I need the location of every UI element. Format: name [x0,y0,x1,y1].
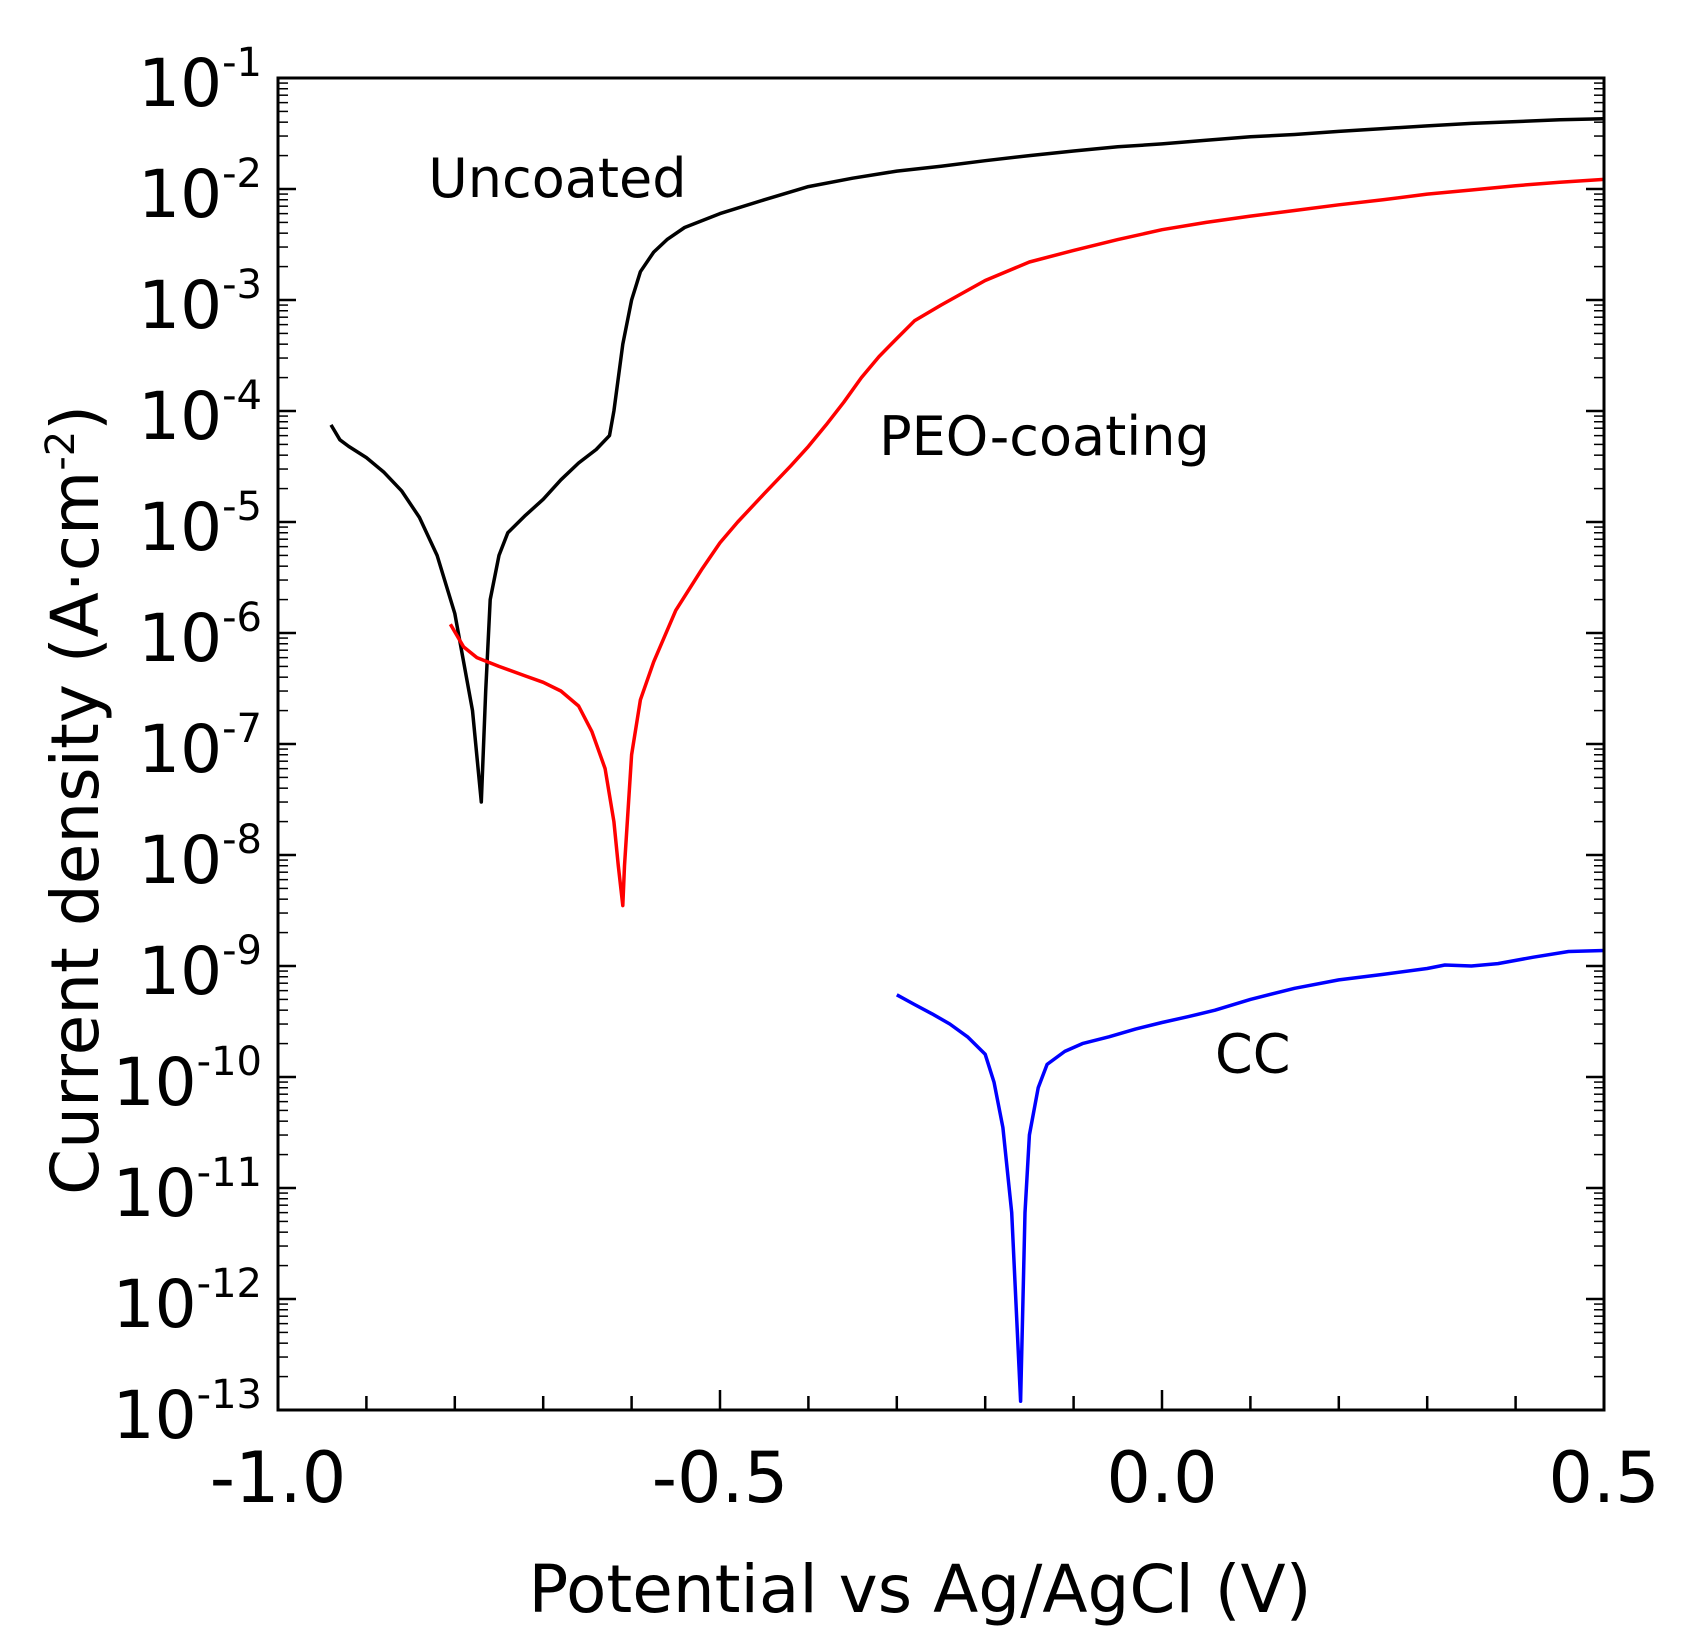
tick-labels: 10-1 10-2 10-3 10-4 10-5 10-6 10-7 10-8 10-9 10-1… [113,40,1660,1519]
series-layer [329,116,1605,1403]
y-tick-label: 10-11 [113,1150,262,1232]
series-line-cc [895,948,1605,1403]
series-label-uncoated: Uncoated [428,147,686,210]
series-line-uncoated [329,116,1605,804]
x-tick-label: 0.0 [1106,1437,1217,1519]
series-line-peo-coating [448,177,1605,908]
y-tick-label: 10-1 [138,40,262,122]
y-tick-label: 10-5 [138,484,262,566]
y-tick-label: 10-2 [138,151,262,233]
y-tick-label: 10-4 [138,373,262,455]
plot-frame [276,76,1606,1412]
x-tick-label: -0.5 [652,1437,789,1519]
y-axis-label: Current density (A·cm-2) [37,405,114,1195]
y-tick-label: 10-3 [138,262,262,344]
x-tick-label: 0.5 [1548,1437,1659,1519]
y-tick-label: 10-12 [113,1261,262,1343]
x-axis-label: Potential vs Ag/AgCl (V) [529,1551,1312,1628]
y-tick-label: 10-6 [138,595,262,677]
y-tick-label: 10-9 [138,928,262,1010]
y-tick-label: 10-13 [113,1372,262,1454]
x-tick-label: -1.0 [210,1437,347,1519]
y-tick-label: 10-10 [113,1039,262,1121]
series-label-cc: CC [1215,1022,1290,1085]
y-tick-label: 10-8 [138,817,262,899]
y-tick-label: 10-7 [138,706,262,788]
series-label-peo-coating: PEO-coating [879,405,1210,468]
axis-ticks [276,76,1606,1412]
